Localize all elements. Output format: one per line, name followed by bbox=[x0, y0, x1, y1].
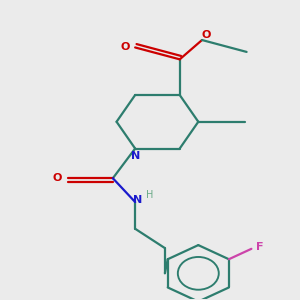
Text: O: O bbox=[202, 30, 211, 40]
Text: H: H bbox=[146, 190, 154, 200]
Text: F: F bbox=[256, 242, 263, 252]
Text: O: O bbox=[52, 173, 62, 183]
Text: O: O bbox=[120, 43, 129, 52]
Text: N: N bbox=[134, 195, 143, 205]
Text: N: N bbox=[130, 151, 140, 161]
